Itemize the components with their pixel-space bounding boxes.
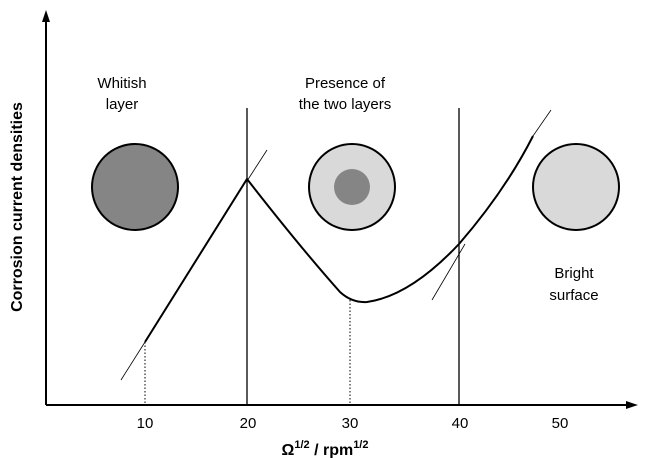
tangent-line-2 — [246, 149, 268, 182]
x-tick-label-20: 20 — [240, 415, 257, 432]
disk-whitish-layer — [91, 143, 179, 231]
x-tick-label-50: 50 — [552, 415, 569, 432]
x-tick-label-40: 40 — [452, 415, 469, 432]
disk-bright-surface — [532, 143, 620, 231]
tangent-line-3 — [431, 243, 466, 301]
region-label-3-line-2: surface — [549, 287, 598, 304]
region-label-2-line-2: the two layers — [299, 96, 392, 113]
x-axis-title-exponent-1: 1/2 — [294, 439, 309, 451]
x-tick-label-30: 30 — [342, 415, 359, 432]
x-axis-title: Ω1/2 / rpm1/2 — [282, 439, 369, 458]
region-label-3-line-1: Bright — [554, 265, 594, 282]
tangent-line-4 — [532, 109, 552, 137]
region-label-1-line-2: layer — [106, 96, 139, 113]
x-axis-title-omega: Ω — [282, 442, 295, 458]
region-label-2-line-1: Presence of — [305, 75, 386, 92]
y-axis-arrow — [42, 10, 50, 22]
tangent-line-1 — [120, 341, 146, 381]
x-tick-label-10: 10 — [137, 415, 154, 432]
region-label-1-line-1: Whitish — [97, 75, 146, 92]
disk-two-layers-inner — [334, 169, 370, 205]
x-axis-arrow — [626, 401, 638, 409]
y-axis-title: Corrosion current densities — [9, 102, 26, 312]
x-axis-title-exponent-2: 1/2 — [353, 439, 368, 451]
x-axis-title-unit: / rpm — [310, 442, 354, 458]
curve-series — [144, 135, 534, 343]
